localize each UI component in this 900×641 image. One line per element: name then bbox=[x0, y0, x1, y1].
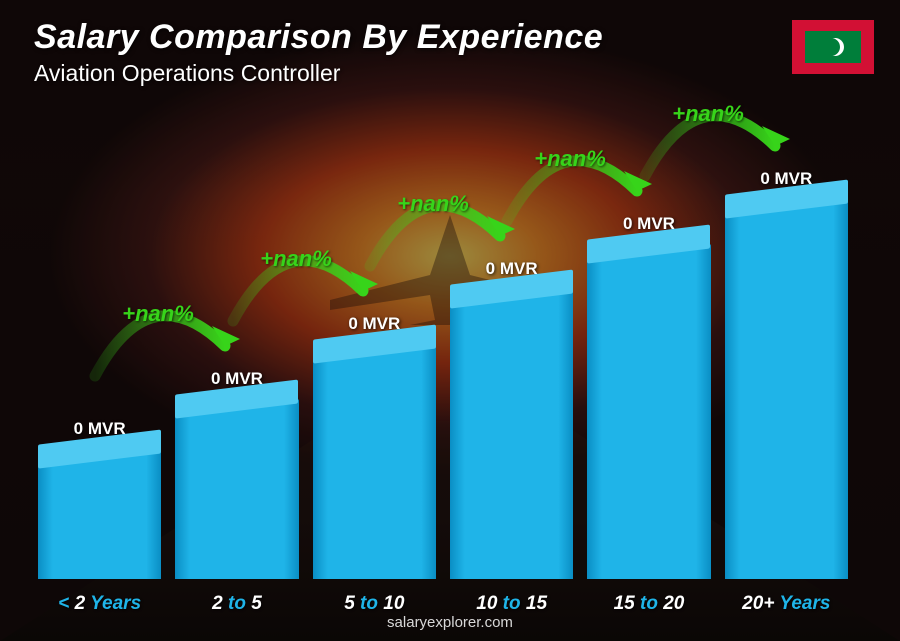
flag-crescent-icon bbox=[826, 38, 844, 56]
bar bbox=[175, 399, 298, 579]
bar-chart: 0 MVR< 2 Years +nan% 0 MVR2 to 5 +nan% 0… bbox=[38, 139, 848, 579]
flag-inner-rect bbox=[805, 31, 861, 63]
bar bbox=[313, 344, 436, 579]
x-axis-label: 10 to 15 bbox=[476, 593, 547, 615]
bar bbox=[38, 449, 161, 579]
svg-text:+nan%: +nan% bbox=[535, 146, 607, 171]
x-axis-label: < 2 Years bbox=[58, 593, 141, 615]
maldives-flag bbox=[792, 20, 874, 74]
chart-title: Salary Comparison By Experience bbox=[34, 18, 603, 57]
x-axis-label: 15 to 20 bbox=[614, 593, 685, 615]
chart-column: +nan% 0 MVR15 to 20 bbox=[587, 214, 710, 579]
x-axis-label: 20+ Years bbox=[742, 593, 830, 615]
footer-credit: salaryexplorer.com bbox=[0, 614, 900, 631]
chart-column: +nan% 0 MVR2 to 5 bbox=[175, 369, 298, 579]
chart-column: +nan% 0 MVR5 to 10 bbox=[313, 314, 436, 579]
bar bbox=[450, 289, 573, 579]
x-axis-label: 5 to 10 bbox=[344, 593, 404, 615]
svg-text:+nan%: +nan% bbox=[123, 301, 195, 326]
bar bbox=[725, 199, 848, 579]
svg-text:+nan%: +nan% bbox=[397, 191, 469, 216]
chart-subtitle: Aviation Operations Controller bbox=[34, 60, 340, 87]
chart-column: 0 MVR< 2 Years bbox=[38, 419, 161, 579]
svg-text:+nan%: +nan% bbox=[260, 246, 332, 271]
bar bbox=[587, 244, 710, 579]
x-axis-label: 2 to 5 bbox=[212, 593, 262, 615]
chart-column: +nan% 0 MVR10 to 15 bbox=[450, 259, 573, 579]
chart-column: +nan% 0 MVR20+ Years bbox=[725, 169, 848, 579]
